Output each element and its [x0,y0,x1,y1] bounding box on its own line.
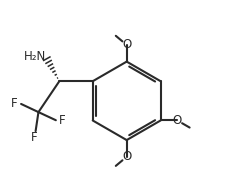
Text: H₂N: H₂N [24,50,47,63]
Text: F: F [31,131,37,144]
Text: O: O [173,114,182,127]
Text: O: O [122,38,131,51]
Text: O: O [122,150,131,163]
Text: F: F [11,97,18,110]
Text: F: F [59,114,66,127]
